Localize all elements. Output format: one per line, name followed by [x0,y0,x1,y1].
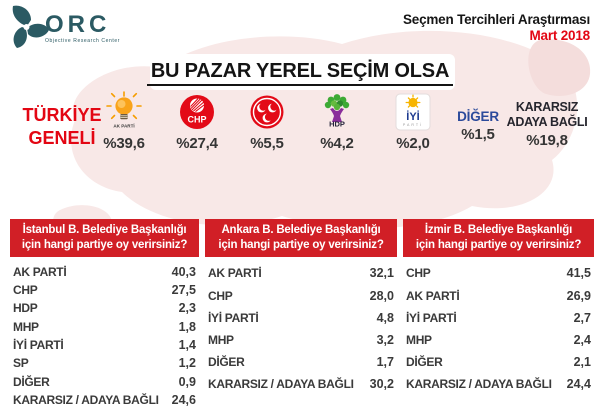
svg-text:İYİ: İYİ [406,110,419,123]
table-row: DİĞER 2,1 [406,355,591,370]
chp-share: %27,4 [176,135,218,152]
istanbul-table: İstanbul B. Belediye Başkanlığı için han… [10,219,199,409]
table-row: HDP 2,3 [13,301,196,316]
national-diger: DİĞER %1,5 [436,91,520,143]
national-iyi: İYİ PARTİ %2,0 [371,91,455,152]
diger-share: %1,5 [461,126,495,143]
chp-logo-icon: CHP [180,95,214,129]
table-row: İYİ PARTİ 4,8 [208,310,394,325]
report-date: Mart 2018 [529,28,591,44]
report-heading: Seçmen Tercihleri Araştırması Mart 2018 [403,12,590,44]
table-row: MHP 2,4 [406,333,591,347]
izmir-table: İzmir B. Belediye Başkanlığı için hangi … [403,219,594,395]
national-chp: CHP %27,4 [155,91,239,152]
izmir-table-header: İzmir B. Belediye Başkanlığı için hangi … [403,219,594,258]
table-row: İYİ PARTİ 1,4 [13,338,196,353]
national-mhp: %5,5 [225,91,309,152]
turkiye-geneli-label: TÜRKİYE GENELİ [22,105,102,148]
table-row: AK PARTİ 32,1 [208,266,394,281]
main-title: BU PAZAR YEREL SEÇİM OLSA [0,60,600,86]
svg-text:PARTİ: PARTİ [403,122,423,127]
diger-label: DİĞER [457,109,499,124]
svg-text:CHP: CHP [187,115,206,125]
mhp-logo-icon [250,95,284,129]
table-row: CHP 27,5 [13,282,196,297]
iyi-logo-icon: İYİ PARTİ [395,93,431,131]
table-row: KARARSIZ / ADAYA BAĞLI 24,4 [406,377,591,392]
akparti-share: %39,6 [103,135,145,152]
hdp-logo-icon: HDP [324,94,350,129]
table-row: MHP 3,2 [208,333,394,347]
table-row: İYİ PARTİ 2,7 [406,310,591,325]
table-row: AK PARTİ 26,9 [406,288,591,303]
ankara-table: Ankara B. Belediye Başkanlığı için hangi… [205,219,397,395]
main-title-text: BU PAZAR YEREL SEÇİM OLSA [146,60,454,86]
hdp-share: %4,2 [320,135,354,152]
kararsiz-label: KARARSIZ ADAYA BAĞLI [506,100,588,129]
svg-text:HDP: HDP [329,120,345,129]
national-akparti: AK PARTİ %39,6 [82,91,166,152]
orc-logo: ORC Objective Research Center [5,2,120,50]
orc-name: ORC [45,11,111,38]
istanbul-table-header: İstanbul B. Belediye Başkanlığı için han… [10,219,199,258]
akparti-logo-icon: AK PARTİ [106,91,142,129]
table-row: KARARSIZ / ADAYA BAĞLI 30,2 [208,377,394,392]
national-kararsiz: KARARSIZ ADAYA BAĞLI %19,8 [500,91,594,149]
table-row: CHP 41,5 [406,266,591,281]
ankara-table-header: Ankara B. Belediye Başkanlığı için hangi… [205,219,397,258]
table-row: KARARSIZ / ADAYA BAĞLI 24,6 [13,393,196,408]
table-row: AK PARTİ 40,3 [13,264,196,279]
table-row: DİĞER 1,7 [208,355,394,370]
report-title: Seçmen Tercihleri Araştırması [402,12,590,27]
table-row: SP 1,2 [13,356,196,371]
table-row: CHP 28,0 [208,288,394,303]
orc-tagline: Objective Research Center [45,38,121,44]
table-row: DİĞER 0,9 [13,374,196,389]
iyi-share: %2,0 [396,135,430,152]
orc-wordmark: ORC Objective Research Center [45,11,121,45]
kararsiz-share: %19,8 [526,132,568,149]
mhp-share: %5,5 [250,135,284,152]
national-hdp: HDP %4,2 [295,91,379,152]
orc-trefoil-icon [12,5,49,48]
table-row: MHP 1,8 [13,319,196,334]
svg-text:AK PARTİ: AK PARTİ [113,123,134,129]
